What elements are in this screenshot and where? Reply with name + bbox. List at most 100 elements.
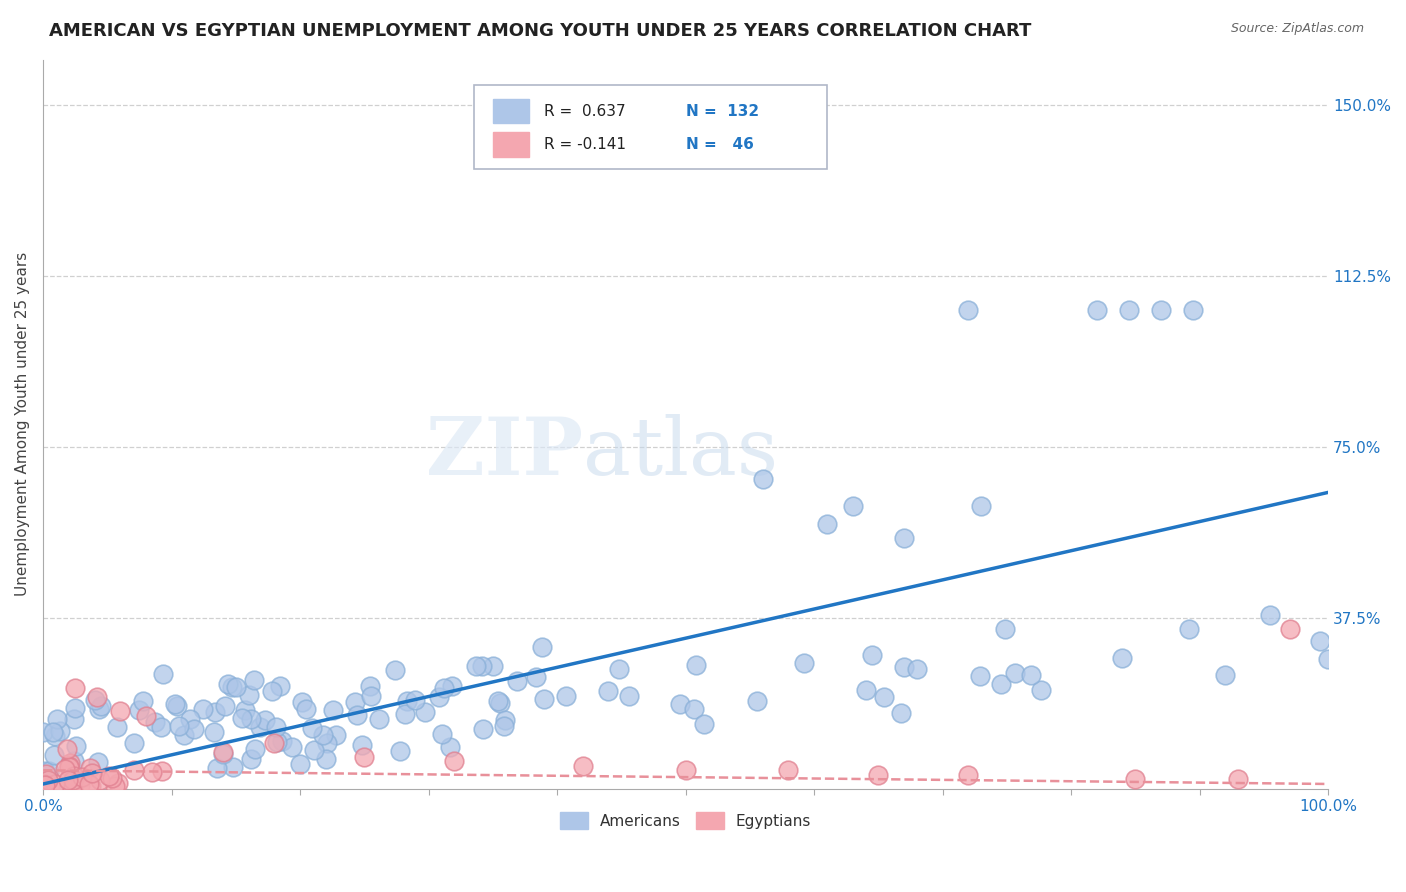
Point [87,756,110,770]
Point [141,765,163,780]
Point [166,699,188,714]
Point [368,712,391,726]
Point [1215,667,1237,681]
Point [295,701,318,715]
Point [868,768,890,782]
Point [315,752,337,766]
Point [243,673,266,687]
Point [62,772,84,787]
Point [63,769,86,783]
Point [482,659,505,673]
Point [752,472,775,486]
Point [290,695,312,709]
Point [1258,608,1281,623]
Point [353,749,375,764]
Point [211,747,233,761]
Point [596,684,619,698]
Point [53,763,76,777]
Text: R = -0.141: R = -0.141 [544,137,626,153]
Point [433,681,456,696]
Point [35,767,58,781]
Point [471,659,494,673]
Point [413,705,436,719]
Point [1118,303,1140,318]
Point [98,769,121,783]
Point [179,712,201,726]
Point [404,693,426,707]
Point [316,736,339,750]
Legend: Americans, Egyptians: Americans, Egyptians [554,805,817,836]
Point [46,713,69,727]
Point [269,679,291,693]
Point [58,781,80,796]
Point [38,764,60,778]
Point [505,674,527,689]
Point [301,722,323,736]
Bar [494,99,529,123]
Point [217,677,239,691]
Point [907,662,929,676]
Point [89,702,111,716]
Point [42,747,65,762]
Point [37,773,59,788]
Point [86,690,108,705]
Point [530,640,553,654]
Point [173,728,195,742]
Point [34,779,56,793]
Point [65,681,87,696]
Point [494,713,516,727]
Point [169,719,191,733]
Point [1019,668,1042,682]
Y-axis label: Unemployment Among Youth under 25 years: Unemployment Among Youth under 25 years [15,252,30,596]
Point [1029,683,1052,698]
Point [221,759,243,773]
Point [607,662,630,676]
Point [384,663,406,677]
Point [266,735,288,749]
Point [183,722,205,736]
Point [524,670,547,684]
Point [41,725,63,739]
Point [969,669,991,683]
Point [1182,303,1205,318]
Point [89,773,111,788]
Point [150,721,173,735]
Point [240,712,263,726]
Text: N =  132: N = 132 [686,103,759,119]
Point [957,303,980,318]
Point [221,680,243,694]
Point [890,706,912,720]
Point [132,693,155,707]
Text: R =  0.637: R = 0.637 [544,103,626,119]
Point [322,703,344,717]
Point [893,659,915,673]
Point [290,757,312,772]
Point [685,657,707,672]
Point [430,727,453,741]
Point [860,648,883,662]
Text: Source: ZipAtlas.com: Source: ZipAtlas.com [1230,22,1364,36]
Point [745,694,768,708]
Bar [494,133,529,157]
Point [214,698,236,713]
Point [1111,650,1133,665]
Point [682,702,704,716]
Point [1309,633,1331,648]
Point [264,721,287,735]
Point [271,734,294,748]
Point [1227,772,1250,787]
Point [344,695,367,709]
Point [225,680,247,694]
Text: N =   46: N = 46 [686,137,754,153]
Point [669,697,692,711]
Point [83,693,105,707]
Point [1150,303,1173,318]
Point [77,777,100,791]
Point [101,771,124,785]
Point [152,667,174,681]
Point [395,694,418,708]
Point [128,703,150,717]
Point [350,739,373,753]
Point [394,707,416,722]
Point [32,724,55,739]
